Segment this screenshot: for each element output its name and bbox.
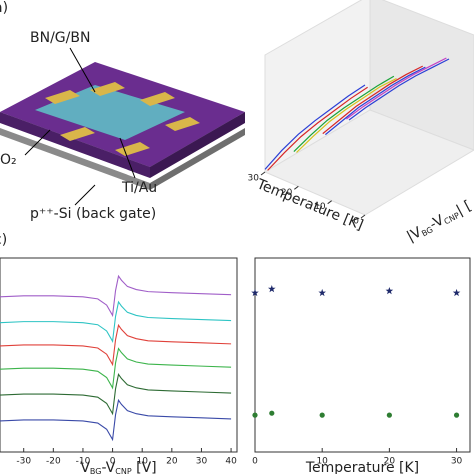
axis-label: Temperature [K] xyxy=(305,460,419,474)
tick-mark xyxy=(360,214,366,219)
axis-label: VBG-VCNP [V] xyxy=(80,460,156,474)
x-tick-label: 10 xyxy=(136,457,148,467)
x-tick-label: 10 xyxy=(314,202,326,212)
axis-label-part: | [ xyxy=(454,198,474,219)
curve xyxy=(324,66,426,136)
dot-point xyxy=(386,412,392,418)
diagram-label: BN/G/BN xyxy=(30,30,90,46)
axis-label-part: V xyxy=(80,460,90,474)
device-diagram xyxy=(0,47,245,206)
star-point xyxy=(267,285,276,293)
hbn-stack xyxy=(35,85,185,140)
curve xyxy=(348,58,450,121)
axis-label: |VBG-VCNP| [ xyxy=(404,198,474,245)
line xyxy=(0,347,232,390)
pointer xyxy=(24,129,51,156)
curve xyxy=(264,84,366,170)
star-point xyxy=(318,288,326,297)
dot-point xyxy=(453,412,460,418)
x-tick-label: 30 xyxy=(248,174,260,184)
curve xyxy=(296,77,397,153)
x-tick-label: -10 xyxy=(76,457,91,467)
pointer xyxy=(74,184,96,206)
substrate-side xyxy=(0,128,150,190)
panel-label: c) xyxy=(0,232,7,248)
curve xyxy=(267,86,368,171)
line xyxy=(0,398,232,442)
star-point xyxy=(251,288,259,297)
contact-pad xyxy=(45,90,80,104)
x-tick-label: 30 xyxy=(451,457,463,467)
line xyxy=(0,274,232,318)
x-tick-label: 40 xyxy=(225,457,237,467)
pointer xyxy=(69,47,96,93)
contact-pad xyxy=(140,92,175,106)
axis-label-part: BG xyxy=(90,467,102,474)
contact-pad xyxy=(165,117,200,131)
curve xyxy=(346,57,447,120)
contact-pad xyxy=(90,82,125,96)
dot-point xyxy=(319,412,325,418)
x-tick-label: 10 xyxy=(316,457,328,467)
contact-pad xyxy=(115,142,150,156)
x-tick-label: 20 xyxy=(384,457,396,467)
plot-frame xyxy=(0,257,238,453)
x-tick-label: -20 xyxy=(46,457,61,467)
tick-mark xyxy=(294,185,299,190)
x-tick-label: 20 xyxy=(166,457,178,467)
diagram-label: Ti/Au xyxy=(121,180,157,196)
dot-point xyxy=(269,410,275,416)
axis-label-part: -V xyxy=(101,460,115,474)
curve xyxy=(322,65,424,135)
oxide-side xyxy=(0,112,150,178)
line xyxy=(0,323,232,367)
contact-pad xyxy=(60,127,95,141)
oxide-side xyxy=(150,112,245,178)
pointer xyxy=(119,137,136,179)
diagram-label: p⁺⁺-Si (back gate) xyxy=(30,206,156,222)
dot-point xyxy=(252,412,258,418)
diagram-label: O₂ xyxy=(0,152,17,168)
star-point xyxy=(452,288,461,297)
tick-mark xyxy=(260,171,266,176)
curve xyxy=(293,75,395,152)
axis-label-part: [V] xyxy=(132,460,157,474)
x-tick-label: 20 xyxy=(281,188,293,198)
x-tick-label: 0 xyxy=(353,217,359,227)
x-tick-label: 30 xyxy=(196,457,208,467)
x-tick-label: 0 xyxy=(110,457,116,467)
x-tick-label: 0 xyxy=(252,457,258,467)
x-tick-label: -30 xyxy=(16,457,31,467)
line xyxy=(0,373,232,416)
axis-label-part: CNP xyxy=(115,467,132,474)
substrate-side xyxy=(150,128,245,190)
tick-mark xyxy=(327,200,332,205)
plot-frame xyxy=(254,257,471,453)
panel-label: a) xyxy=(0,0,8,16)
line xyxy=(0,300,232,344)
star-point xyxy=(385,286,394,295)
